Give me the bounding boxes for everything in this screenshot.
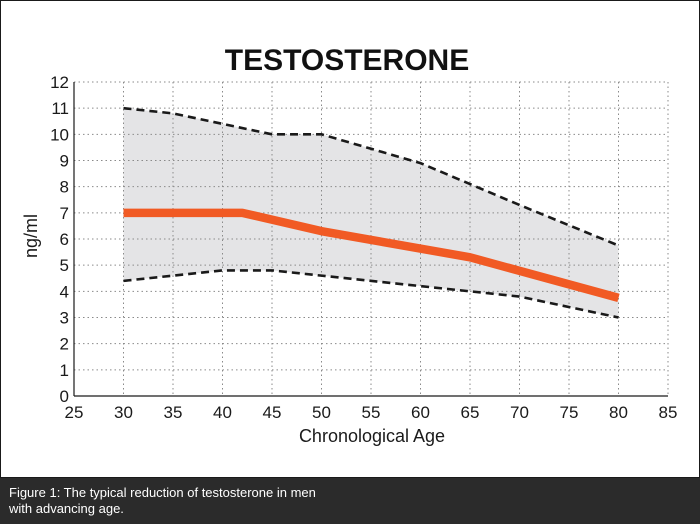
chart-title: TESTOSTERONE xyxy=(225,44,469,77)
x-tick-label: 65 xyxy=(461,403,480,422)
x-tick-label: 80 xyxy=(609,403,628,422)
x-tick-label: 70 xyxy=(510,403,529,422)
x-tick-label: 55 xyxy=(362,403,381,422)
x-tick-label: 60 xyxy=(411,403,430,422)
mean-line xyxy=(123,208,620,302)
x-tick-label: 30 xyxy=(114,403,133,422)
y-tick-label: 0 xyxy=(60,387,69,406)
upper-range-dashed-line xyxy=(123,106,619,247)
figure-caption: Figure 1: The typical reduction of testo… xyxy=(0,478,700,524)
y-tick-label: 11 xyxy=(51,99,69,118)
x-tick-label: 40 xyxy=(213,403,232,422)
x-tick-label: 50 xyxy=(312,403,331,422)
y-tick-label: 7 xyxy=(60,204,69,223)
caption-line-2: with advancing age. xyxy=(9,501,124,516)
x-tick-label: 85 xyxy=(659,403,678,422)
y-tick-label: 4 xyxy=(60,282,69,301)
y-tick-label: 1 xyxy=(60,361,69,380)
x-tick-label: 35 xyxy=(164,403,183,422)
y-tick-label: 5 xyxy=(60,256,69,275)
x-tick-label: 75 xyxy=(560,403,579,422)
y-tick-label: 12 xyxy=(50,73,69,92)
y-tick-label: 3 xyxy=(60,309,69,328)
lower-range-dashed-line xyxy=(123,269,619,319)
y-tick-label: 6 xyxy=(60,230,69,249)
y-tick-label: 9 xyxy=(60,152,69,171)
caption-line-1: Figure 1: The typical reduction of testo… xyxy=(9,485,316,500)
x-tick-label: 45 xyxy=(263,403,282,422)
testosterone-chart: TESTOSTERONE 25 30 35 40 45 50 55 60 65 70 75 80 850… xyxy=(21,44,678,446)
x-axis-label: Chronological Age xyxy=(299,426,445,446)
y-tick-label: 8 xyxy=(60,178,69,197)
x-tick-label: 25 xyxy=(65,403,84,422)
y-axis-label: ng/ml xyxy=(21,214,41,258)
y-tick-label: 10 xyxy=(50,125,69,144)
y-tick-label: 2 xyxy=(60,335,69,354)
